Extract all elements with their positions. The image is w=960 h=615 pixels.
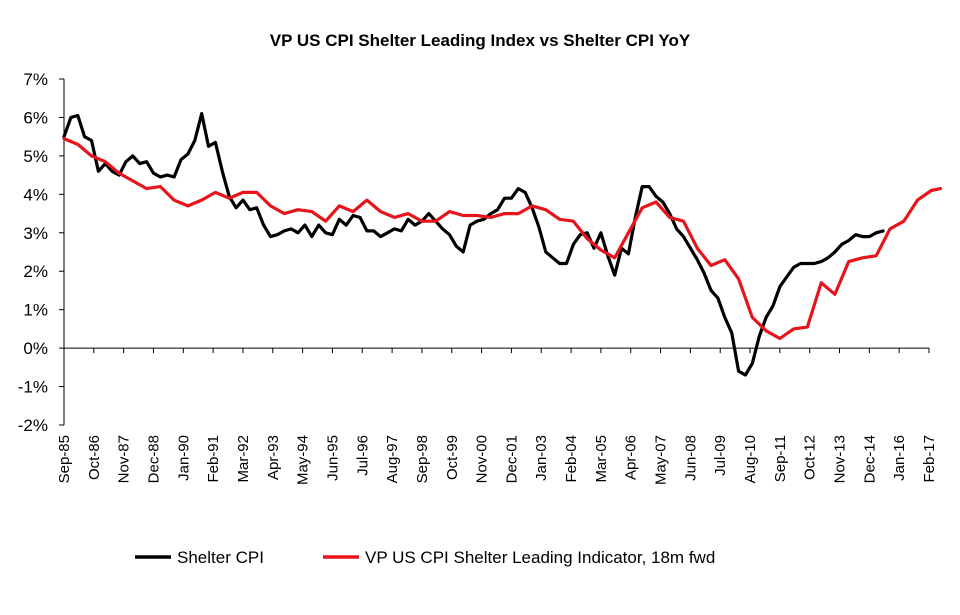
y-tick-label: 1% [23,301,48,320]
x-tick-label: Jan-16 [891,435,908,481]
x-tick-label: Jan-90 [175,435,192,481]
y-tick-label: 0% [23,339,48,358]
x-tick-label: Dec-14 [861,435,878,483]
x-tick-label: May-07 [653,435,670,485]
x-tick-label: Feb-17 [921,435,938,483]
y-tick-label: 7% [23,70,48,89]
x-tick-label: Mar-05 [593,435,610,483]
x-tick-label: Mar-92 [235,435,252,483]
y-tick-label: 2% [23,262,48,281]
x-tick-label: Jun-08 [682,435,699,481]
series-line-leading-indicator [62,137,943,341]
y-tick-label: 5% [23,147,48,166]
x-tick-label: Apr-06 [623,435,640,480]
y-tick-label: 3% [23,224,48,243]
legend-label-leading-indicator: VP US CPI Shelter Leading Indicator, 18m… [365,548,715,567]
y-tick-label: -2% [18,416,48,435]
x-tick-label: Feb-04 [563,435,580,483]
y-tick-label: 4% [23,185,48,204]
y-tick-label: -1% [18,378,48,397]
x-tick-label: Oct-99 [444,435,461,480]
chart-title: VP US CPI Shelter Leading Index vs Shelt… [270,31,691,50]
x-tick-label: May-94 [295,435,312,485]
series-line-shelter-cpi [62,112,885,377]
x-tick-label: Sep-11 [772,435,789,482]
x-tick-label: Sep-98 [414,435,431,483]
x-tick-label: Aug-10 [742,435,759,483]
y-tick-label: 6% [23,108,48,127]
x-tick-label: Oct-86 [86,435,103,480]
x-axis: Sep-85 Oct-86 Nov-87 Dec-88 Jan-90 Feb-91 Mar-… [56,347,938,485]
x-tick-label: Jan-03 [533,435,550,481]
x-tick-label: Nov-00 [474,435,491,483]
x-tick-label: Nov-87 [116,435,133,483]
y-axis: 7% 6% 5% 4% 3% 2% 1% 0% -1% -2% [18,70,65,435]
x-tick-label: Sep-85 [56,435,73,483]
legend: Shelter CPI VP US CPI Shelter Leading In… [135,548,715,567]
x-tick-label: Nov-13 [832,435,849,483]
x-tick-label: Apr-93 [265,435,282,480]
x-tick-label: Jul-09 [712,435,729,476]
x-tick-label: Jul-96 [354,435,371,476]
x-tick-label: Oct-12 [802,435,819,480]
x-tick-label: Dec-88 [145,435,162,483]
x-tick-label: Dec-01 [503,435,520,483]
legend-label-shelter-cpi: Shelter CPI [177,548,264,567]
x-tick-label: Feb-91 [205,435,222,483]
x-tick-label: Aug-97 [384,435,401,483]
x-tick-label: Jun-95 [324,435,341,481]
series-layer [62,112,943,377]
